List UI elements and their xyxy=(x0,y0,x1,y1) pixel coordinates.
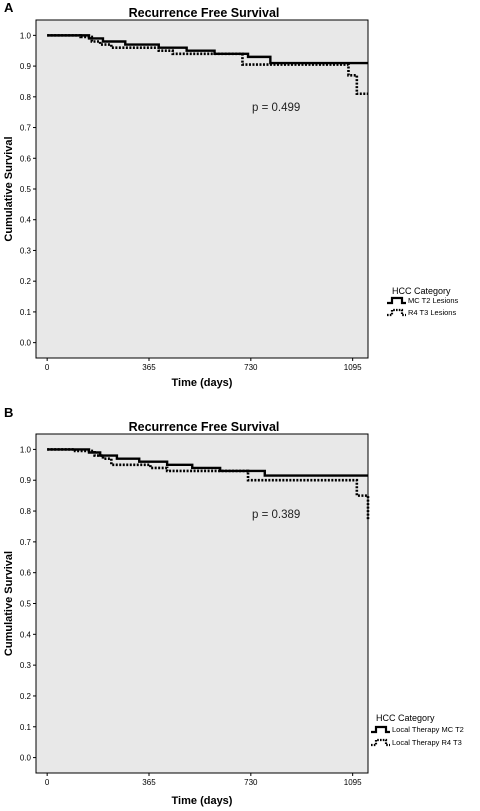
legend-symbol xyxy=(387,308,406,317)
x-tick-label: 365 xyxy=(142,363,156,372)
y-tick-label: 0.5 xyxy=(20,600,32,609)
x-axis-label: Time (days) xyxy=(172,377,233,389)
legend-entry: Local Therapy MC T2 xyxy=(392,725,464,734)
y-axis-label: Cumulative Survival xyxy=(3,551,15,656)
y-tick-label: 0.0 xyxy=(20,754,32,763)
y-tick-label: 0.8 xyxy=(20,93,32,102)
chart-panel-a: A Recurrence Free Survival 0.0 0.1 0.2 0.3 0.4… xyxy=(3,0,459,389)
legend-entry: R4 T3 Lesions xyxy=(408,308,456,317)
chart-title: Recurrence Free Survival xyxy=(129,6,280,20)
p-value-annotation: p = 0.499 xyxy=(252,102,300,114)
x-tick-label: 1095 xyxy=(344,363,362,372)
legend-symbol xyxy=(387,296,406,305)
y-axis-label: Cumulative Survival xyxy=(3,136,15,241)
x-tick-label: 1095 xyxy=(344,778,362,787)
plot-area xyxy=(35,19,369,359)
y-tick-label: 0.7 xyxy=(20,538,32,547)
x-tick-label: 0 xyxy=(45,778,50,787)
legend-entry: MC T2 Lesions xyxy=(408,296,459,305)
series-line-2 xyxy=(47,448,370,521)
y-tick-label: 0.9 xyxy=(20,62,32,71)
panel-label: B xyxy=(4,405,13,420)
series-line-1 xyxy=(47,448,368,477)
y-tick-label: 0.1 xyxy=(20,308,32,317)
y-tick-label: 0.6 xyxy=(20,569,32,578)
x-axis-label: Time (days) xyxy=(172,795,233,807)
x-tick-label: 730 xyxy=(244,363,258,372)
legend: HCC Category Local Therapy MC T2 Local The… xyxy=(371,713,464,747)
chart-panel-b: B Recurrence Free Survival 0.0 0.1 0.2 0.3 0.4… xyxy=(3,405,464,807)
legend-title: HCC Category xyxy=(392,286,451,296)
y-tick-label: 0.0 xyxy=(20,339,32,348)
panel-label: A xyxy=(4,0,14,15)
legend-symbol xyxy=(371,725,390,734)
x-tick-label: 730 xyxy=(244,778,258,787)
y-tick-label: 0.4 xyxy=(20,630,32,639)
y-tick-label: 0.4 xyxy=(20,216,32,225)
y-tick-label: 0.9 xyxy=(20,476,32,485)
p-value-annotation: p = 0.389 xyxy=(252,509,300,521)
y-tick-label: 0.7 xyxy=(20,124,32,133)
y-tick-label: 0.8 xyxy=(20,507,32,516)
y-tick-label: 0.3 xyxy=(20,661,32,670)
legend-entry: Local Therapy R4 T3 xyxy=(392,738,462,747)
legend-symbol xyxy=(371,738,390,747)
y-tick-label: 1.0 xyxy=(20,445,32,454)
series-line-1 xyxy=(47,34,368,65)
x-tick-label: 0 xyxy=(45,363,50,372)
y-tick-label: 0.6 xyxy=(20,154,32,163)
y-tick-label: 0.3 xyxy=(20,246,32,255)
y-tick-label: 0.2 xyxy=(20,692,32,701)
y-tick-label: 0.1 xyxy=(20,723,32,732)
x-tick-label: 365 xyxy=(142,778,156,787)
plot-area xyxy=(35,433,369,774)
y-tick-label: 0.2 xyxy=(20,277,32,286)
y-tick-label: 1.0 xyxy=(20,31,32,40)
y-tick-label: 0.5 xyxy=(20,185,32,194)
legend-title: HCC Category xyxy=(376,713,435,723)
series-line-2 xyxy=(47,34,368,96)
chart-title: Recurrence Free Survival xyxy=(129,420,280,434)
